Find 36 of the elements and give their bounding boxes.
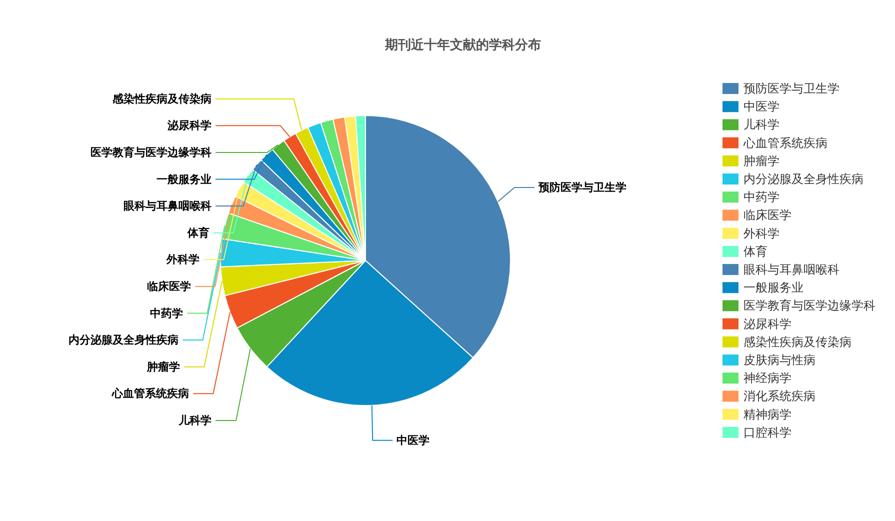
text: 体育 bbox=[186, 226, 210, 240]
legend-label: 预防医学与卫生学 bbox=[744, 82, 840, 96]
text: 中药学 bbox=[150, 306, 184, 320]
text: 预防医学与卫生学 bbox=[537, 180, 626, 194]
legend-label: 口腔科学 bbox=[744, 425, 792, 440]
legend-label: 泌尿科学 bbox=[744, 316, 792, 331]
text: 中医学 bbox=[396, 434, 430, 447]
text: 感染性疾病及传染病 bbox=[112, 92, 212, 106]
text: 临床医学 bbox=[147, 280, 192, 293]
text: 儿科学 bbox=[178, 414, 212, 427]
text: 外科学 bbox=[166, 253, 200, 266]
legend-label: 内分泌腺及全身性疾病 bbox=[744, 172, 864, 186]
text: 泌尿科学 bbox=[166, 119, 212, 132]
text: 心血管系统疾病 bbox=[111, 387, 190, 400]
legend-label: 消化系统疾病 bbox=[744, 389, 816, 404]
legend-label: 肿瘤学 bbox=[744, 154, 780, 168]
legend-label: 眼科与耳鼻咽喉科 bbox=[744, 262, 840, 276]
legend-label: 神经病学 bbox=[744, 371, 792, 386]
legend-label: 精神病学 bbox=[744, 407, 792, 422]
text: 眼科与耳鼻咽喉科 bbox=[124, 200, 212, 213]
legend-label: 一般服务业 bbox=[744, 280, 804, 295]
legend-label: 中医学 bbox=[744, 100, 780, 114]
legend-label: 心血管系统疾病 bbox=[742, 136, 828, 150]
legend-label: 临床医学 bbox=[744, 208, 792, 222]
legend-label: 中药学 bbox=[744, 190, 780, 204]
legend-label: 皮肤病与性病 bbox=[744, 353, 816, 367]
chart-title: 期刊近十年文献的学科分布 bbox=[384, 37, 541, 53]
legend-label: 外科学 bbox=[744, 226, 780, 240]
text: 医学教育与医学边缘学科 bbox=[90, 146, 212, 159]
legend-label: 体育 bbox=[744, 244, 768, 258]
legend-label: 医学教育与医学边缘学科 bbox=[744, 298, 876, 313]
text: 一般服务业 bbox=[156, 172, 212, 186]
legend-label: 儿科学 bbox=[744, 118, 780, 132]
text: 肿瘤学 bbox=[146, 360, 180, 374]
text: 内分泌腺及全身性疾病 bbox=[68, 334, 179, 347]
legend-label: 感染性疾病及传染病 bbox=[744, 334, 852, 349]
